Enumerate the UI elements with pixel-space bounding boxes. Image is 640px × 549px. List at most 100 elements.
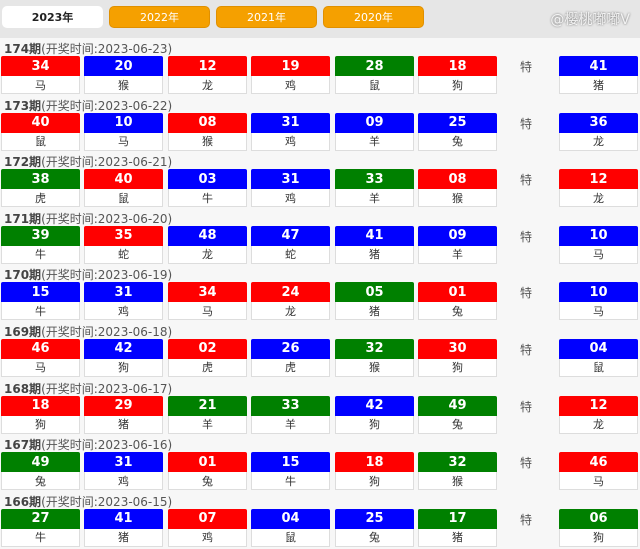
- ball-number: 31: [251, 112, 330, 133]
- zodiac-label: 牛: [251, 472, 330, 491]
- zodiac-label: 龙: [168, 245, 247, 264]
- draw-header: 173期(开奖时间:2023-06-22): [4, 97, 172, 114]
- zodiac-label: 马: [559, 472, 638, 491]
- ball-number: 04: [251, 508, 330, 529]
- zodiac-label: 猴: [335, 358, 414, 377]
- special-ball-cell: 46 马: [559, 452, 638, 491]
- zodiac-label: 鸡: [251, 76, 330, 94]
- draw-header: 170期(开奖时间:2023-06-19): [4, 266, 172, 283]
- draw-time: (开奖时间:2023-06-21): [41, 155, 173, 170]
- ball-cell: 10 马: [84, 112, 163, 151]
- zodiac-label: 鸡: [251, 132, 330, 151]
- ball-number: 47: [251, 225, 330, 246]
- draw-header: 172期(开奖时间:2023-06-21): [4, 153, 172, 170]
- ball-number: 42: [84, 338, 163, 359]
- zodiac-label: 牛: [1, 245, 80, 264]
- issue-number: 173期: [4, 98, 42, 113]
- zodiac-label: 鼠: [1, 132, 80, 151]
- issue-number: 167期: [4, 438, 42, 453]
- ball-number: 18: [418, 56, 497, 76]
- special-ball-cell: 12 龙: [559, 395, 638, 434]
- ball-number: 33: [251, 395, 330, 416]
- ball-number: 25: [335, 508, 414, 529]
- ball-cell: 27 牛: [1, 508, 80, 547]
- draw-time: (开奖时间:2023-06-20): [41, 211, 173, 226]
- zodiac-label: 兔: [168, 472, 247, 491]
- ball-cell: 40 鼠: [84, 169, 163, 208]
- zodiac-label: 羊: [335, 189, 414, 208]
- ball-cell: 49 兔: [418, 395, 497, 434]
- zodiac-label: 猪: [335, 302, 414, 321]
- ball-number: 18: [335, 452, 414, 473]
- ball-cell: 46 马: [1, 338, 80, 377]
- zodiac-label: 马: [559, 245, 638, 264]
- zodiac-label: 兔: [418, 415, 497, 434]
- zodiac-label: 兔: [335, 528, 414, 547]
- zodiac-label: 狗: [1, 415, 80, 434]
- ball-cell: 29 猪: [84, 395, 163, 434]
- draw-header: 166期(开奖时间:2023-06-15): [4, 493, 172, 510]
- zodiac-label: 鸡: [84, 472, 163, 491]
- ball-cell: 34 马: [168, 282, 247, 321]
- ball-number: 41: [559, 56, 638, 76]
- draw-row: 173期(开奖时间:2023-06-22) 40 鼠 10 马 08 猴 31 鸡 09 羊 25 兔特…: [0, 95, 640, 152]
- ball-number: 12: [559, 169, 638, 190]
- ball-number: 03: [168, 169, 247, 190]
- ball-number: 49: [1, 452, 80, 473]
- tab-year-2[interactable]: 2021年: [216, 6, 317, 28]
- ball-number: 30: [418, 338, 497, 359]
- ball-cell: 12 龙: [168, 56, 247, 94]
- draw-header: 169期(开奖时间:2023-06-18): [4, 323, 172, 340]
- ball-cell: 42 狗: [335, 395, 414, 434]
- ball-cell: 28 鼠: [335, 56, 414, 94]
- tab-year-0[interactable]: 2023年: [2, 6, 103, 28]
- ball-cell: 09 羊: [335, 112, 414, 151]
- ball-cell: 38 虎: [1, 169, 80, 208]
- ball-cell: 19 鸡: [251, 56, 330, 94]
- zodiac-label: 猪: [418, 528, 497, 547]
- ball-number: 12: [559, 395, 638, 416]
- year-tabs: @樱桃嘟嘟V 2023年 2022年 2021年 2020年: [0, 0, 640, 38]
- zodiac-label: 鸡: [84, 302, 163, 321]
- ball-cell: 33 羊: [251, 395, 330, 434]
- issue-number: 174期: [4, 42, 42, 56]
- draw-row: 174期(开奖时间:2023-06-23) 34 马 20 猴 12 龙 19 鸡 28 鼠 18 狗特…: [0, 38, 640, 95]
- ball-cell: 20 猴: [84, 56, 163, 94]
- tab-year-1[interactable]: 2022年: [109, 6, 210, 28]
- zodiac-label: 牛: [1, 302, 80, 321]
- zodiac-label: 猪: [84, 528, 163, 547]
- ball-number: 34: [168, 282, 247, 303]
- zodiac-label: 牛: [168, 189, 247, 208]
- zodiac-label: 马: [84, 132, 163, 151]
- ball-number: 42: [335, 395, 414, 416]
- ball-cell: 08 猴: [168, 112, 247, 151]
- issue-number: 168期: [4, 381, 42, 396]
- special-ball-cell: 12 龙: [559, 169, 638, 208]
- special-ball-cell: 06 狗: [559, 508, 638, 547]
- special-label: 特: [520, 456, 533, 471]
- ball-number: 15: [1, 282, 80, 303]
- ball-number: 38: [1, 169, 80, 190]
- zodiac-label: 狗: [559, 528, 638, 547]
- ball-number: 15: [251, 452, 330, 473]
- ball-cell: 17 猪: [418, 508, 497, 547]
- zodiac-label: 狗: [335, 472, 414, 491]
- ball-cell: 41 猪: [84, 508, 163, 547]
- issue-number: 172期: [4, 155, 42, 170]
- zodiac-label: 龙: [559, 189, 638, 208]
- ball-cell: 01 兔: [418, 282, 497, 321]
- zodiac-label: 猪: [335, 245, 414, 264]
- ball-number: 41: [84, 508, 163, 529]
- ball-cell: 05 猪: [335, 282, 414, 321]
- special-ball-cell: 41 猪: [559, 56, 638, 94]
- ball-number: 08: [168, 112, 247, 133]
- draw-header: 168期(开奖时间:2023-06-17): [4, 380, 172, 397]
- ball-cell: 02 虎: [168, 338, 247, 377]
- special-ball-cell: 04 鼠: [559, 338, 638, 377]
- zodiac-label: 蛇: [251, 245, 330, 264]
- ball-number: 10: [559, 282, 638, 303]
- ball-number: 24: [251, 282, 330, 303]
- tab-year-3[interactable]: 2020年: [323, 6, 424, 28]
- zodiac-label: 虎: [168, 358, 247, 377]
- issue-number: 166期: [4, 494, 42, 509]
